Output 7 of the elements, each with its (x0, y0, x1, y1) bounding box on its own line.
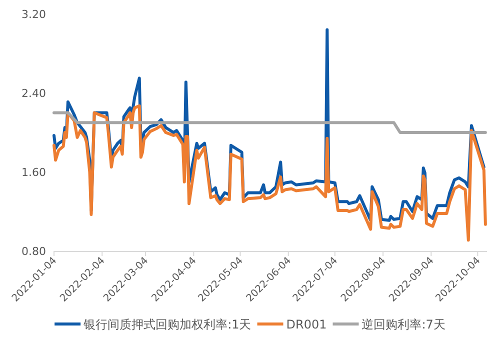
y-tick-label: 3.20 (22, 8, 46, 21)
legend-label: 逆回购利率:7天 (362, 318, 446, 332)
legend-label: DR001 (286, 318, 327, 332)
y-tick-label: 1.60 (22, 166, 46, 179)
y-tick-label: 0.80 (22, 245, 46, 258)
y-tick-label: 2.40 (22, 87, 46, 100)
legend-label: 银行间质押式回购加权利率:1天 (82, 318, 252, 332)
